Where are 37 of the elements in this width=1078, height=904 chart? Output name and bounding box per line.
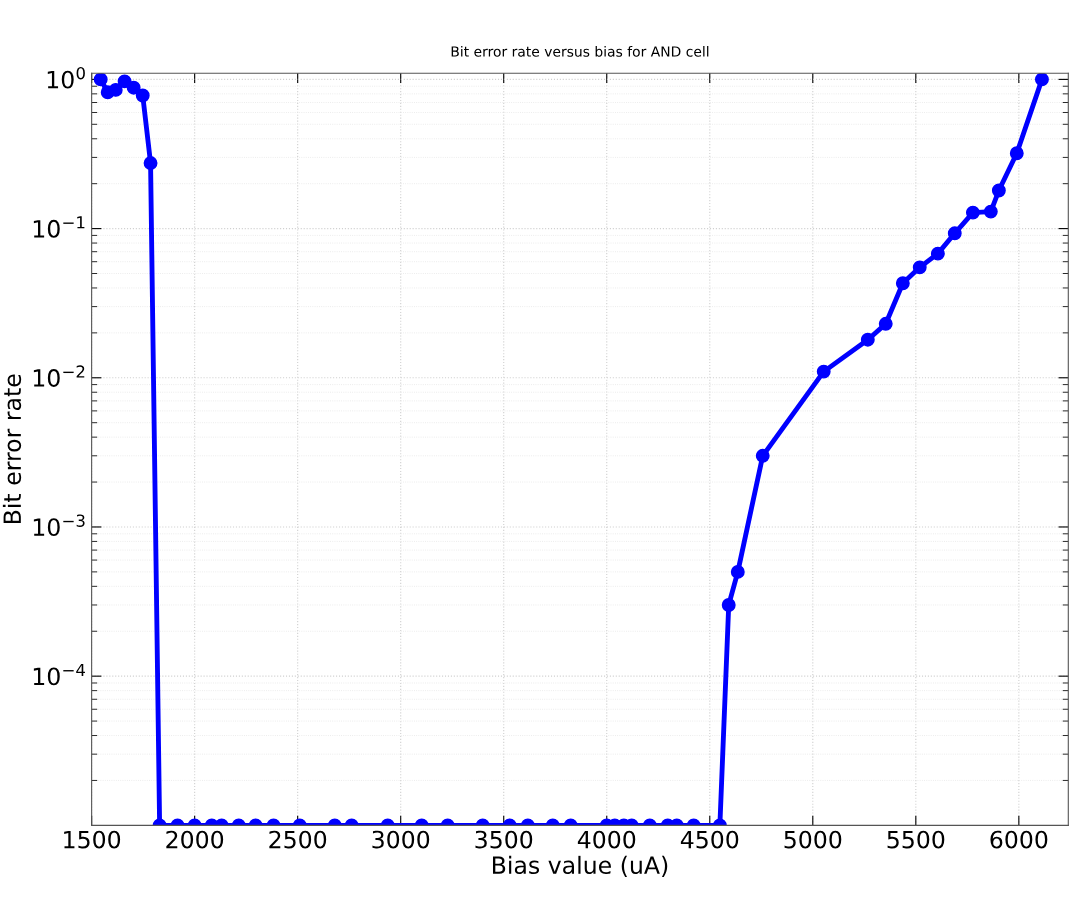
y-tick-label: 10$^{−1}$ <box>33 216 85 238</box>
point <box>878 316 893 331</box>
point <box>991 183 1006 198</box>
point <box>1034 73 1049 87</box>
x-tick-label: 4500 <box>680 830 739 849</box>
y-axis-title: Bit error rate <box>2 374 22 524</box>
x-tick-label: 1500 <box>64 830 121 849</box>
point <box>965 205 980 220</box>
x-axis-title: Bias value (uA) <box>493 855 668 877</box>
point <box>816 364 831 379</box>
point <box>895 276 910 291</box>
x-tick-label: 3500 <box>475 830 533 849</box>
point <box>930 246 945 261</box>
x-tick-label: 6000 <box>990 830 1048 849</box>
point <box>860 332 875 347</box>
y-tick-label: 10$^{−2}$ <box>33 365 85 387</box>
point <box>983 204 998 219</box>
point <box>135 88 150 103</box>
point <box>93 73 108 87</box>
x-tick-label: 5000 <box>784 830 842 849</box>
y-tick-label: 10$^{0}$ <box>47 66 85 89</box>
point <box>1009 146 1024 161</box>
chart-title: Bit error rate versus bias for AND cell <box>451 46 709 57</box>
x-tick-label: 2000 <box>166 830 224 849</box>
x-tick-label: 2500 <box>269 830 327 849</box>
point <box>143 156 158 170</box>
point <box>755 448 770 463</box>
point <box>730 564 745 579</box>
point <box>108 82 123 97</box>
y-tick-label: 10$^{−3}$ <box>33 514 85 537</box>
point <box>912 260 927 275</box>
point <box>126 80 141 95</box>
x-tick-label: 4000 <box>577 830 636 849</box>
y-tick-label: 10$^{−4}$ <box>33 663 85 686</box>
point <box>947 226 962 241</box>
x-tick-label: 5500 <box>887 830 945 849</box>
x-tick-label: 3000 <box>372 830 430 849</box>
